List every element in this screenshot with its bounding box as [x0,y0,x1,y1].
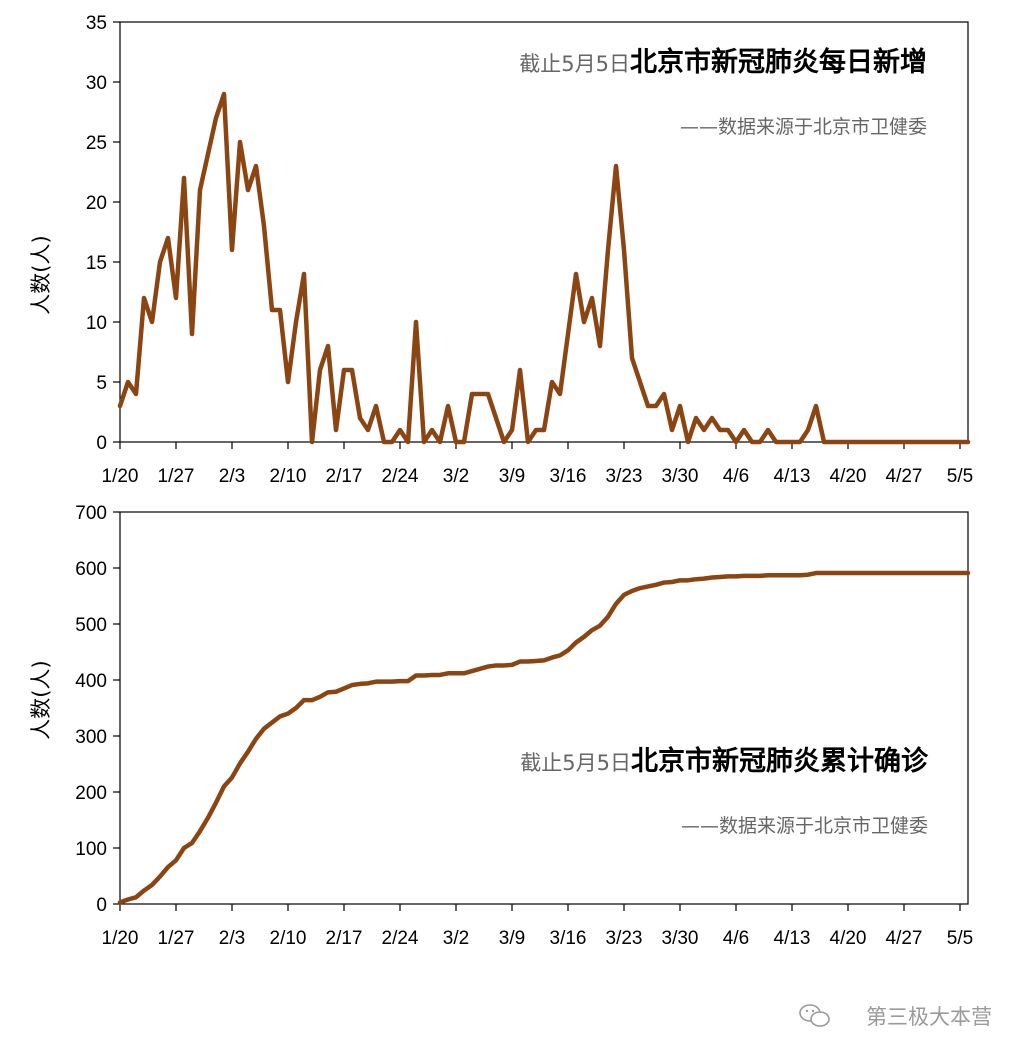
y-tick-label: 10 [86,313,107,334]
x-tick-label: 3/23 [606,466,643,487]
x-tick-label: 3/30 [662,466,699,487]
x-tick-label: 2/24 [382,928,419,949]
x-tick-label: 4/6 [723,466,749,487]
y-tick-label: 700 [75,503,107,524]
chart-title: 截止5月5日北京市新冠肺炎每日新增 [519,46,927,78]
x-tick-label: 3/16 [550,928,587,949]
x-tick-label: 4/27 [886,466,923,487]
y-axis-ticks: 0 100 200 300 400 500 600 700 [75,503,120,916]
x-tick-label: 2/3 [219,466,245,487]
x-tick-label: 2/10 [270,466,307,487]
chart-title: 截止5月5日北京市新冠肺炎累计确诊 [520,745,929,777]
x-axis-ticks: 1/20 1/27 2/3 2/10 2/17 2/24 3/2 3/9 3/16 3/23 3/3… [102,442,973,487]
data-source: ——数据来源于北京市卫健委 [681,815,928,837]
x-tick-label: 4/13 [774,928,811,949]
x-axis-ticks: 1/20 1/27 2/3 2/10 2/17 2/24 3/2 3/9 3/16 3/23 3/3… [102,904,973,949]
x-tick-label: 5/5 [947,466,973,487]
daily-new-line [117,91,971,445]
x-tick-label: 4/20 [830,466,867,487]
x-tick-label: 2/17 [326,928,363,949]
title-main: 北京市新冠肺炎每日新增 [630,46,927,78]
title-main: 北京市新冠肺炎累计确诊 [631,745,929,777]
data-source: ——数据来源于北京市卫健委 [680,116,927,138]
x-tick-label: 3/9 [499,466,525,487]
title-prefix: 截止5月5日 [520,751,631,775]
y-tick-label: 200 [75,783,107,804]
y-axis-label: 人数(人) [29,660,53,739]
y-tick-label: 30 [86,73,107,94]
y-tick-label: 25 [86,133,107,154]
title-prefix: 截止5月5日 [519,52,630,76]
y-tick-label: 0 [96,433,107,454]
x-tick-label: 4/27 [886,928,923,949]
y-tick-label: 600 [75,559,107,580]
daily-new-chart: 0 5 10 15 20 25 30 35 1/20 1/27 2/3 2/10 2/17 2/24 3/… [29,13,973,487]
wechat-icon [799,1004,830,1027]
x-tick-label: 1/27 [158,466,195,487]
plot-frame [119,511,969,905]
x-tick-label: 4/20 [830,928,867,949]
x-tick-label: 5/5 [947,928,973,949]
x-tick-label: 2/10 [270,928,307,949]
x-tick-label: 3/2 [443,466,469,487]
x-tick-label: 4/13 [774,466,811,487]
y-tick-label: 0 [96,895,107,916]
y-tick-label: 100 [75,839,107,860]
x-tick-label: 1/20 [102,466,139,487]
x-tick-label: 2/17 [326,466,363,487]
x-tick-label: 2/24 [382,466,419,487]
y-axis-label: 人数(人) [29,235,53,314]
watermark: 第三极大本营 [799,1004,992,1029]
y-tick-label: 15 [86,253,107,274]
y-tick-label: 5 [96,373,107,394]
x-tick-label: 3/2 [443,928,469,949]
watermark-text: 第三极大本营 [866,1005,992,1029]
x-tick-label: 4/6 [723,928,749,949]
cumulative-chart: 0 100 200 300 400 500 600 700 1/20 1/27 2/3 2/10 2/… [29,503,973,949]
x-tick-label: 3/9 [499,928,525,949]
y-tick-label: 35 [86,13,107,34]
cumulative-line [117,570,971,905]
x-tick-label: 1/20 [102,928,139,949]
x-tick-label: 3/23 [606,928,643,949]
y-tick-label: 20 [86,193,107,214]
y-tick-label: 300 [75,727,107,748]
x-tick-label: 1/27 [158,928,195,949]
x-tick-label: 2/3 [219,928,245,949]
x-tick-label: 3/30 [662,928,699,949]
plot-frame [119,21,969,443]
x-tick-label: 3/16 [550,466,587,487]
y-tick-label: 500 [75,615,107,636]
y-tick-label: 400 [75,671,107,692]
y-axis-ticks: 0 5 10 15 20 25 30 35 [86,13,120,454]
